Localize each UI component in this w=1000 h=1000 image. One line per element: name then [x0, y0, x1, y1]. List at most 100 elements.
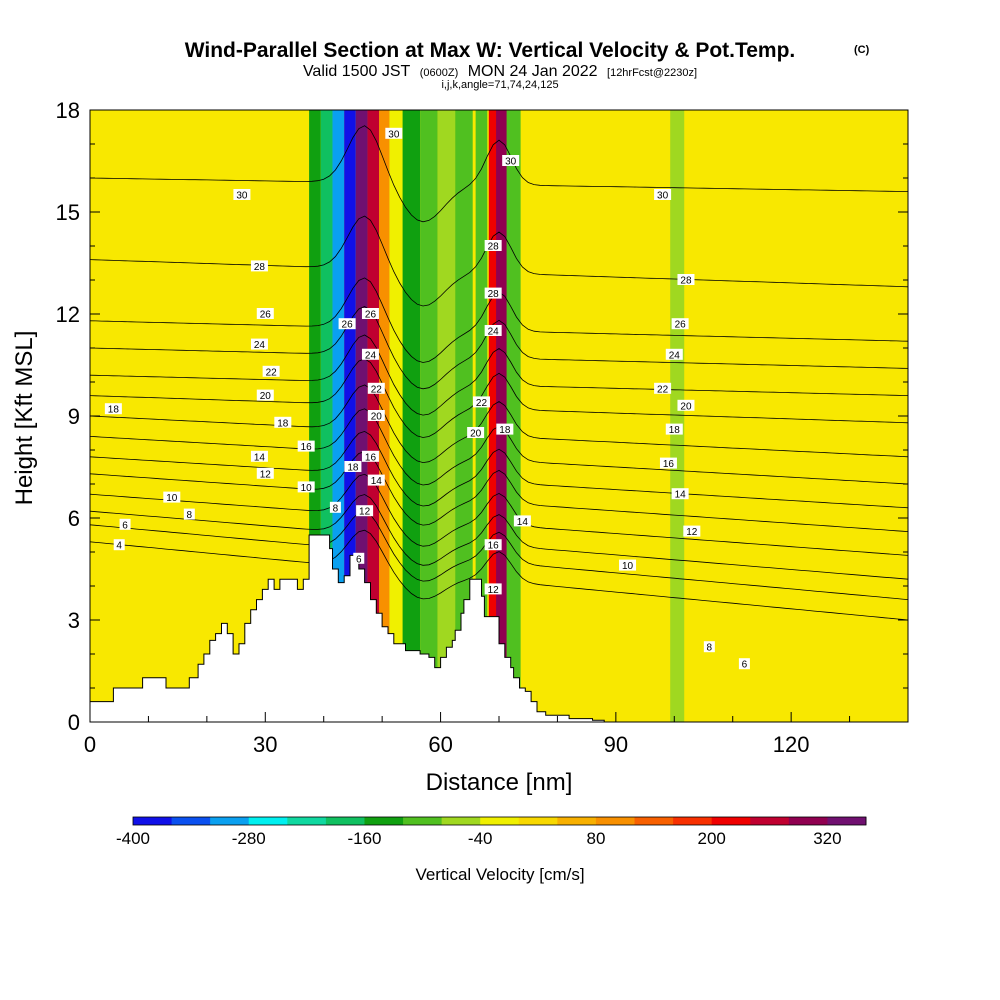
- terrain-mask: [90, 534, 616, 722]
- contour-label: 14: [250, 450, 268, 463]
- velocity-column: [420, 110, 438, 722]
- svg-text:10: 10: [301, 483, 313, 494]
- svg-text:16: 16: [488, 541, 500, 552]
- svg-text:12: 12: [488, 585, 500, 596]
- contour-label: 20: [467, 427, 485, 440]
- contour-label: 24: [361, 348, 379, 361]
- contour-label: 30: [502, 155, 520, 168]
- svg-text:20: 20: [470, 429, 482, 440]
- contour-label: 10: [619, 559, 637, 572]
- colorbar-tick-label: -160: [347, 829, 381, 848]
- y-tick-label: 12: [56, 302, 80, 327]
- svg-text:26: 26: [675, 320, 687, 331]
- contour-label: 14: [671, 488, 689, 501]
- contour-label: 18: [274, 416, 292, 429]
- colorbar-swatch: [518, 817, 558, 825]
- chart-title-block: Wind-Parallel Section at Max W: Vertical…: [185, 39, 870, 91]
- y-tick-label: 18: [56, 98, 80, 123]
- svg-text:6: 6: [122, 520, 128, 531]
- svg-text:10: 10: [622, 561, 634, 572]
- subtitle-date: MON 24 Jan 2022: [468, 63, 598, 80]
- svg-text:6: 6: [742, 660, 748, 671]
- svg-text:14: 14: [675, 490, 687, 501]
- svg-text:26: 26: [260, 310, 272, 321]
- svg-text:16: 16: [663, 459, 675, 470]
- x-tick-label: 120: [773, 732, 810, 757]
- svg-text:20: 20: [371, 412, 383, 423]
- contour-label: 6: [119, 518, 131, 531]
- velocity-column: [320, 110, 333, 722]
- svg-text:8: 8: [707, 643, 713, 654]
- svg-text:26: 26: [342, 320, 354, 331]
- contour-label: 18: [104, 403, 122, 416]
- contour-label: 22: [367, 382, 385, 395]
- contour-label: 22: [262, 365, 280, 378]
- contour-label: 10: [163, 491, 181, 504]
- colorbar-swatch: [711, 817, 751, 825]
- contour-label: 30: [654, 189, 672, 202]
- colorbar-swatch: [325, 817, 365, 825]
- isentrope-6: [90, 510, 908, 600]
- svg-text:18: 18: [499, 425, 511, 436]
- isentrope-28: [90, 215, 908, 307]
- velocity-column: [355, 110, 368, 722]
- svg-text:30: 30: [505, 157, 517, 168]
- velocity-column: [437, 110, 456, 722]
- isentrope-10: [90, 473, 908, 556]
- x-tick-label: 0: [84, 732, 96, 757]
- y-tick-label: 3: [68, 608, 80, 633]
- colorbar-swatch: [750, 817, 790, 825]
- isentrope-22: [90, 334, 908, 416]
- colorbar-swatch: [441, 817, 481, 825]
- svg-text:20: 20: [680, 401, 692, 412]
- svg-text:18: 18: [669, 425, 681, 436]
- isentrope-30: [90, 125, 908, 223]
- colorbar: -400 -280 -160 -40 80 200 320: [116, 816, 867, 848]
- colorbar-swatch: [403, 817, 443, 825]
- colorbar-swatch: [673, 817, 713, 825]
- contour-label: 30: [233, 189, 251, 202]
- svg-text:12: 12: [686, 527, 698, 538]
- subtitle-valid: Valid 1500 JST: [303, 63, 411, 80]
- svg-text:14: 14: [517, 517, 529, 528]
- contour-label: 28: [484, 287, 502, 300]
- isentrope-8: [90, 494, 908, 580]
- velocity-column: [496, 110, 508, 722]
- colorbar-tick-label: 320: [813, 829, 841, 848]
- contour-label: 26: [256, 308, 274, 321]
- svg-text:26: 26: [365, 310, 377, 321]
- contour-label: 18: [496, 423, 514, 436]
- velocity-column: [309, 110, 321, 722]
- colorbar-swatch: [210, 817, 250, 825]
- colorbar-tick-label: -400: [116, 829, 150, 848]
- contour-label: 6: [353, 552, 365, 565]
- velocity-column: [344, 110, 356, 722]
- contour-label: 24: [250, 338, 268, 351]
- contour-label: 16: [659, 457, 677, 470]
- contour-label: 10: [297, 481, 315, 494]
- svg-text:10: 10: [166, 493, 178, 504]
- isentrope-18: [90, 384, 908, 464]
- colorbar-swatch: [480, 817, 520, 825]
- colorbar-tick-label: -280: [232, 829, 266, 848]
- contour-label: 18: [665, 423, 683, 436]
- contour-label: 12: [356, 505, 374, 518]
- contour-label: 22: [472, 396, 490, 409]
- contour-label: 12: [484, 583, 502, 596]
- contour-label: 24: [484, 325, 502, 338]
- velocity-column: [475, 110, 488, 722]
- subtitle-forecast: [12hrFcst@2230z]: [607, 67, 697, 79]
- svg-text:30: 30: [388, 129, 400, 140]
- contour-label: 6: [738, 658, 750, 671]
- contour-label: 4: [113, 539, 125, 552]
- colorbar-label: Vertical Velocity [cm/s]: [415, 865, 584, 884]
- contour-label: 20: [367, 410, 385, 423]
- velocity-column: [455, 110, 473, 722]
- svg-text:30: 30: [657, 191, 669, 202]
- svg-text:12: 12: [359, 507, 371, 518]
- colorbar-swatch: [634, 817, 674, 825]
- svg-text:12: 12: [260, 469, 272, 480]
- contour-label: 28: [484, 240, 502, 253]
- colorbar-swatch: [827, 817, 867, 825]
